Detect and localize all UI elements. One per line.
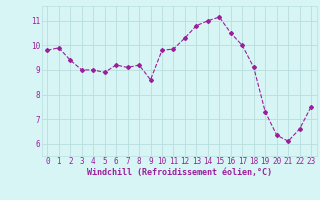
- X-axis label: Windchill (Refroidissement éolien,°C): Windchill (Refroidissement éolien,°C): [87, 168, 272, 177]
